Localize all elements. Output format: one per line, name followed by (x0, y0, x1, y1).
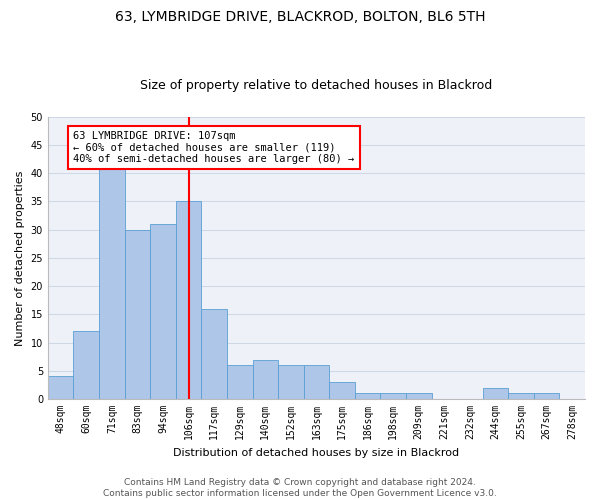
Bar (380, 394, 406, 399)
Bar (304, 365, 329, 399)
Bar (329, 382, 355, 399)
Bar (150, 224, 176, 399)
Bar (99, 162, 125, 399)
Bar (534, 394, 559, 399)
Text: 63 LYMBRIDGE DRIVE: 107sqm
← 60% of detached houses are smaller (119)
40% of sem: 63 LYMBRIDGE DRIVE: 107sqm ← 60% of deta… (73, 131, 355, 164)
Bar (227, 365, 253, 399)
Bar (202, 308, 227, 399)
Bar (125, 230, 150, 399)
Text: Contains HM Land Registry data © Crown copyright and database right 2024.
Contai: Contains HM Land Registry data © Crown c… (103, 478, 497, 498)
Bar (278, 365, 304, 399)
Bar (355, 394, 380, 399)
Bar (48, 376, 73, 399)
Y-axis label: Number of detached properties: Number of detached properties (15, 170, 25, 346)
Bar (176, 202, 202, 399)
Text: 63, LYMBRIDGE DRIVE, BLACKROD, BOLTON, BL6 5TH: 63, LYMBRIDGE DRIVE, BLACKROD, BOLTON, B… (115, 10, 485, 24)
Bar (406, 394, 431, 399)
Bar (482, 388, 508, 399)
Bar (73, 332, 99, 399)
Bar (508, 394, 534, 399)
X-axis label: Distribution of detached houses by size in Blackrod: Distribution of detached houses by size … (173, 448, 460, 458)
Title: Size of property relative to detached houses in Blackrod: Size of property relative to detached ho… (140, 79, 493, 92)
Bar (253, 360, 278, 399)
